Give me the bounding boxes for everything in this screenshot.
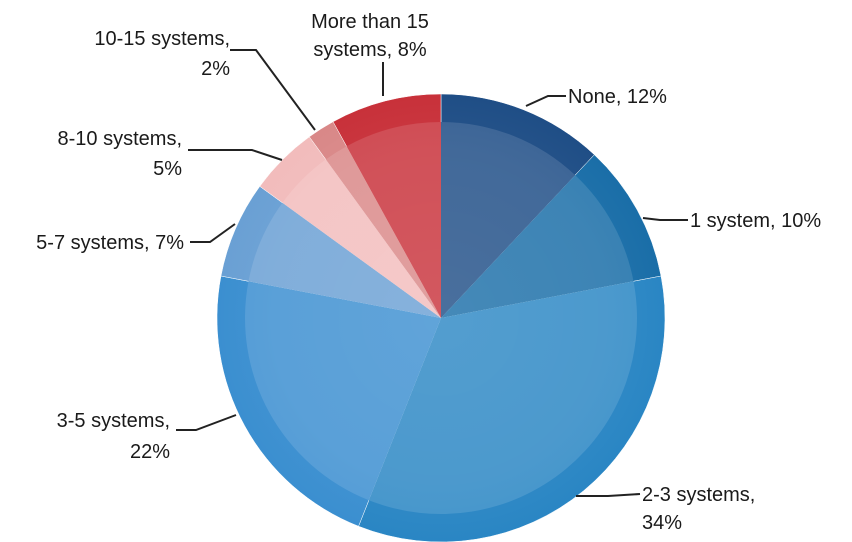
slice-label-line: 2-3 systems, <box>642 484 755 506</box>
pie-sheen <box>217 94 665 542</box>
slice-label-8: More than 15 systems, 8% <box>311 11 429 61</box>
slice-label-line: 3-5 systems, <box>57 410 170 432</box>
slice-label-5: 5-7 systems, 7% <box>36 232 184 254</box>
slice-label-6: 8-10 systems, 5% <box>58 128 183 180</box>
leader-lines <box>176 49 688 497</box>
slice-label-line: 22% <box>130 441 170 463</box>
slice-labels: None, 12% 1 system, 10% 2-3 systems, 34% 3-5… <box>36 11 821 534</box>
slice-label-4: 3-5 systems, 22% <box>57 410 171 463</box>
slice-label-2: 1 system, 10% <box>690 210 821 232</box>
slice-label-line: 5% <box>153 158 182 180</box>
slice-label-7: 10-15 systems, 2% <box>94 28 230 80</box>
slice-label-line: 5-7 systems, 7% <box>36 232 184 254</box>
leader-line-4 <box>176 414 237 431</box>
slice-label-line: 2% <box>201 58 230 80</box>
leader-line-3 <box>576 493 641 497</box>
slice-label-1: None, 12% <box>568 86 667 108</box>
pie-inner-rings <box>217 94 665 542</box>
slice-label-line: 8-10 systems, <box>58 128 182 150</box>
slice-label-3: 2-3 systems, 34% <box>642 484 755 534</box>
slice-label-line: More than 15 <box>311 11 429 33</box>
slice-label-line: 10-15 systems, <box>94 28 230 50</box>
slice-label-line: 34% <box>642 512 682 534</box>
slice-label-line: None, 12% <box>568 86 667 108</box>
leader-line-2 <box>642 217 688 221</box>
slice-label-line: systems, 8% <box>313 39 427 61</box>
leader-line-5 <box>190 223 236 243</box>
leader-line-6 <box>188 149 283 161</box>
slice-label-line: 1 system, 10% <box>690 210 821 232</box>
leader-line-1 <box>525 95 566 107</box>
leader-line-7 <box>230 49 316 131</box>
